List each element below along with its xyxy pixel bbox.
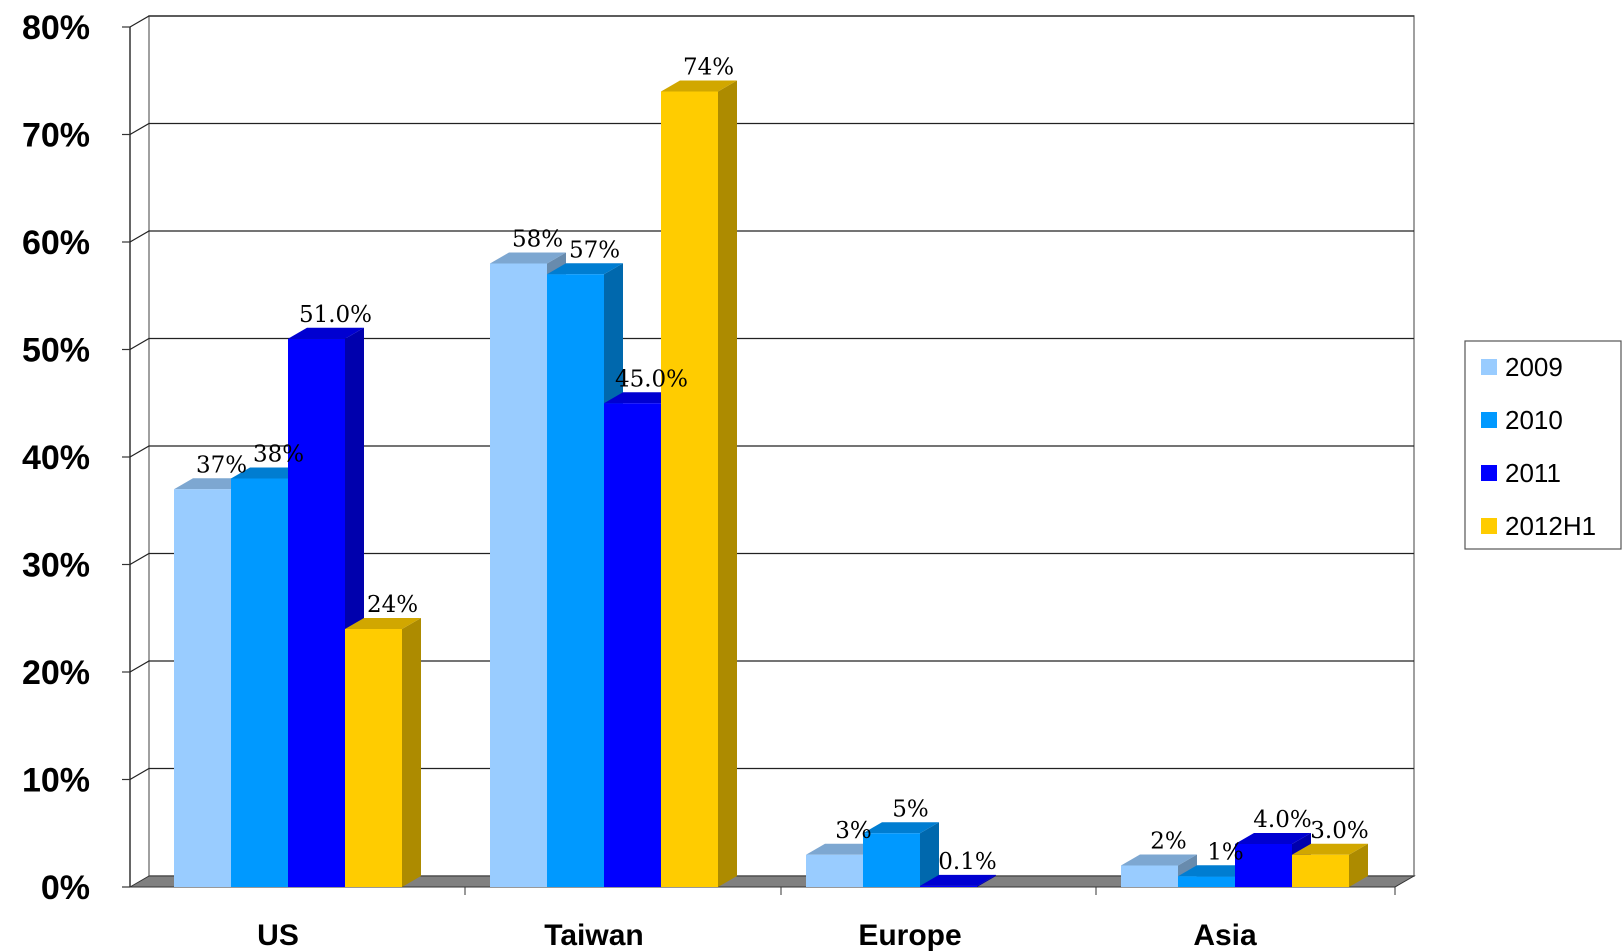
data-labels: 37% 38% 51.0% 24% 58% 57% 45.0% 74% 3% 5% 0.1% 2% 1%…	[196, 55, 1369, 875]
bar-front-face	[920, 885, 977, 887]
data-label: 37%	[196, 452, 247, 478]
bar-us-2012h1	[345, 618, 421, 887]
bar-front-face	[1235, 844, 1292, 887]
gridline	[129, 337, 1414, 351]
legend-swatch	[1481, 465, 1497, 481]
bar-front-face	[490, 263, 547, 887]
bar-side-face	[1349, 843, 1368, 887]
bar-front-face	[547, 274, 604, 887]
legend-box	[1464, 340, 1622, 550]
gridline	[129, 445, 1414, 458]
y-tick-label: 40%	[22, 439, 90, 477]
data-label: 4.0%	[1253, 807, 1311, 833]
legend-label: 2010	[1505, 405, 1563, 435]
y-tick-label: 70%	[22, 117, 90, 155]
data-label: 51.0%	[299, 302, 372, 328]
legend-swatch	[1481, 518, 1497, 534]
data-label: 3%	[835, 818, 872, 844]
bar-front-face	[863, 833, 920, 887]
bar-front-face	[806, 854, 863, 887]
x-tick-label: US	[257, 919, 299, 951]
bar-front-face	[288, 338, 345, 887]
y-tick-label: 50%	[22, 332, 90, 370]
legend-label: 2012H1	[1505, 511, 1596, 541]
legend-swatch	[1481, 359, 1497, 375]
bar-top-face	[661, 80, 737, 92]
data-label: 1%	[1207, 839, 1244, 865]
gridline	[129, 767, 1414, 781]
bar-front-face	[604, 403, 661, 887]
data-label: 2%	[1150, 829, 1187, 855]
bar-europe-2011	[920, 874, 996, 887]
gridline	[129, 230, 1414, 243]
x-tick-label: Europe	[858, 919, 961, 951]
y-tick-label: 20%	[22, 654, 90, 692]
bar-front-face	[231, 478, 288, 887]
data-label: 57%	[569, 237, 620, 263]
bar-side-face	[977, 874, 996, 887]
bar-europe-2010	[863, 822, 939, 887]
x-axis-ticks: US Taiwan Europe Asia	[257, 887, 1396, 951]
bar-top-face	[920, 874, 996, 886]
bar-front-face	[661, 91, 718, 887]
legend-swatch	[1481, 412, 1497, 428]
bar-top-face	[288, 327, 364, 339]
bar-taiwan-2012h1	[661, 80, 737, 887]
data-label: 58%	[512, 227, 563, 253]
x-tick-label: Asia	[1193, 919, 1257, 951]
legend-label: 2011	[1505, 458, 1561, 488]
bar-top-face	[863, 822, 939, 834]
bar-top-face	[1292, 843, 1368, 855]
data-label: 38%	[253, 442, 304, 468]
y-tick-label: 80%	[22, 9, 90, 47]
bars	[174, 80, 1368, 887]
legend-label: 2009	[1505, 352, 1563, 382]
x-tick-label: Taiwan	[544, 919, 643, 951]
data-label: 5%	[892, 796, 929, 822]
bar-asia-2012h1	[1292, 843, 1368, 887]
data-label: 3.0%	[1310, 818, 1368, 844]
bar-top-face	[547, 263, 623, 275]
y-tick-label: 30%	[22, 547, 90, 585]
bar-side-face	[920, 822, 939, 887]
bar-top-face	[1235, 833, 1311, 844]
bar-top-face	[345, 618, 421, 629]
bar-front-face	[1178, 876, 1235, 887]
bar-front-face	[1292, 854, 1349, 887]
gridline	[129, 15, 1414, 28]
data-label: 74%	[683, 55, 734, 81]
gridline	[129, 122, 1414, 136]
bar-front-face	[1121, 865, 1178, 887]
data-label: 24%	[367, 592, 418, 618]
y-tick-label: 60%	[22, 224, 90, 262]
gridline	[129, 660, 1414, 673]
bar-side-face	[718, 80, 737, 887]
bar-top-face	[1121, 854, 1197, 866]
y-tick-label: 10%	[22, 762, 90, 800]
y-tick-label: 0%	[41, 869, 90, 907]
y-axis-ticks: 0% 10% 20% 30% 40% 50% 60% 70% 80%	[22, 9, 90, 907]
bar-top-face	[490, 252, 566, 264]
data-label: 45.0%	[615, 366, 688, 392]
data-label: 0.1%	[938, 849, 996, 875]
bar-front-face	[345, 629, 402, 887]
bar-side-face	[402, 618, 421, 887]
legend: 2009 2010 2011 2012H1	[1464, 340, 1622, 550]
gridline	[129, 552, 1414, 566]
bar-front-face	[174, 489, 231, 887]
